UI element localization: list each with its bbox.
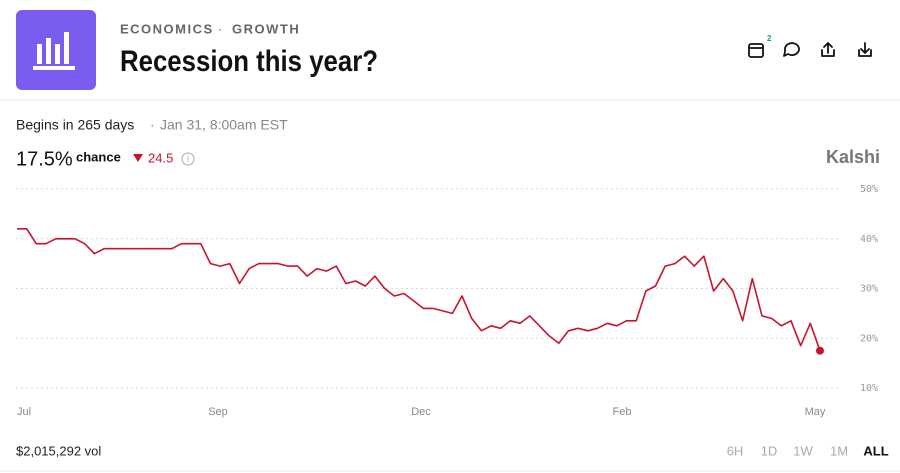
- chance: 17.5%: [16, 148, 73, 170]
- category: ECONOMICS: [120, 21, 214, 36]
- chance-label: chance: [76, 149, 121, 164]
- share-button[interactable]: [821, 42, 835, 57]
- y-tick-label: 10%: [860, 383, 878, 394]
- begins: Begins in 265 days: [16, 117, 134, 133]
- info-glyph: i: [187, 153, 189, 163]
- range-button[interactable]: 1D: [761, 443, 778, 458]
- price-line: [17, 228, 821, 351]
- x-tick-label: May: [805, 406, 826, 418]
- y-tick-label: 50%: [860, 184, 878, 195]
- comment-button[interactable]: [783, 42, 800, 57]
- calendar-button[interactable]: [748, 43, 764, 58]
- download-button[interactable]: [858, 42, 872, 57]
- range-button[interactable]: 6H: [727, 443, 744, 458]
- y-tick-label: 40%: [860, 234, 878, 245]
- info-icon[interactable]: [181, 152, 195, 166]
- separator: ·: [150, 117, 155, 133]
- range-button[interactable]: 1W: [793, 443, 813, 458]
- subcategory: GROWTH: [232, 21, 300, 36]
- down-arrow: [133, 154, 143, 162]
- current-dot: [816, 346, 824, 355]
- badge: 2: [767, 34, 772, 43]
- separator: ·: [218, 21, 222, 36]
- title: Recession this year?: [120, 44, 378, 77]
- icon-glyph: [33, 32, 75, 70]
- x-tick-label: Feb: [613, 406, 632, 418]
- volume: $2,015,292 vol: [16, 443, 101, 458]
- x-tick-label: Jul: [17, 406, 31, 418]
- range-button[interactable]: 1M: [830, 443, 848, 458]
- brand: Kalshi: [826, 147, 880, 167]
- y-tick-label: 30%: [860, 284, 878, 295]
- x-tick-label: Sep: [208, 406, 228, 418]
- date: Jan 31, 8:00am EST: [160, 117, 288, 133]
- y-tick-label: 20%: [860, 333, 878, 344]
- change: 24.5: [148, 150, 173, 165]
- range-button[interactable]: ALL: [863, 443, 888, 458]
- x-tick-label: Dec: [411, 406, 431, 418]
